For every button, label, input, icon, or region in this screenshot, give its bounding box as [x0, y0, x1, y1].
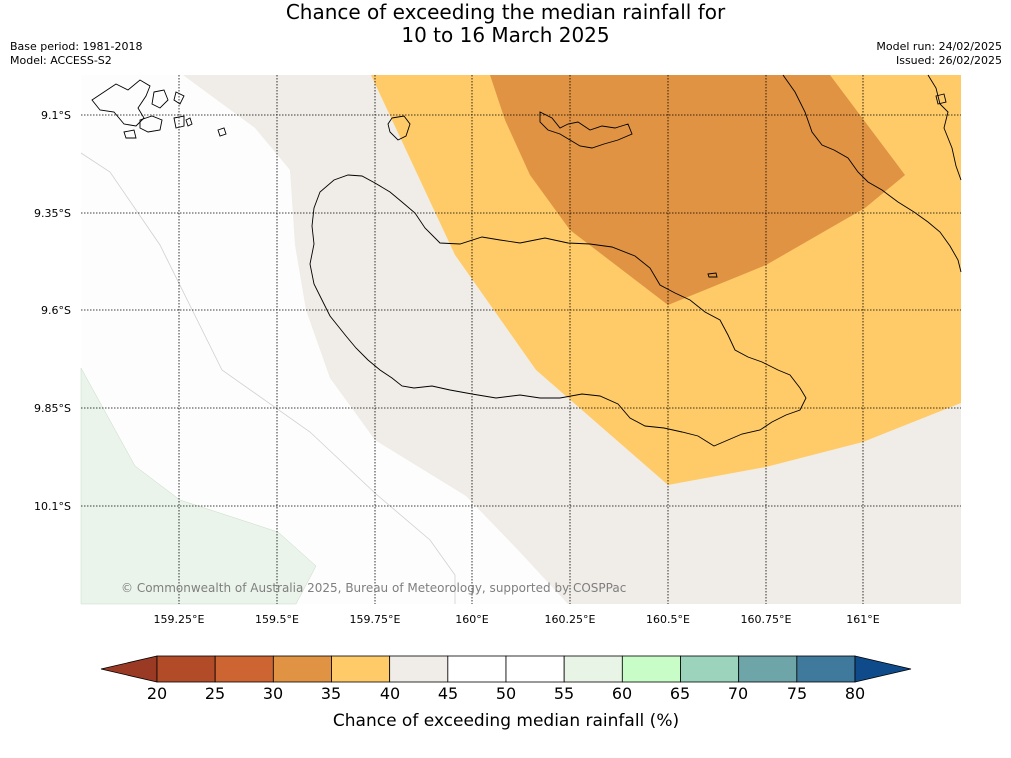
lat-label: 9.6°S: [41, 304, 71, 317]
colorbar: [100, 655, 912, 683]
coastlines: [91, 74, 962, 447]
lon-label: 160.75°E: [741, 613, 792, 626]
meta-right: Model run: 24/02/2025 Issued: 26/02/2025: [876, 40, 1002, 68]
longitude-labels: 159.25°E 159.5°E 159.75°E 160°E 160.25°E…: [154, 613, 880, 626]
small-islet-2: [707, 272, 718, 278]
title-line-1: Chance of exceeding the median rainfall …: [285, 0, 726, 24]
colorbar-tick: 80: [845, 684, 865, 703]
base-period: Base period: 1981-2018: [10, 40, 143, 53]
colorbar-tick: 75: [787, 684, 807, 703]
meta-left: Base period: 1981-2018 Model: ACCESS-S2: [10, 40, 142, 68]
colorbar-segment: [447, 655, 507, 683]
colorbar-extend-low: [100, 655, 158, 683]
guadalcanal-coast: [309, 174, 807, 447]
top-left-islet-4: [139, 115, 163, 133]
top-left-islet-7: [123, 129, 137, 139]
lon-label: 159.5°E: [255, 613, 299, 626]
band-30-35: [490, 75, 905, 305]
colorbar-tick: 60: [612, 684, 632, 703]
colorbar-segment: [272, 655, 332, 683]
nggela-coast: [539, 111, 633, 149]
lon-label: 160°E: [455, 613, 488, 626]
lon-label: 159.75°E: [350, 613, 401, 626]
lon-label: 160.5°E: [646, 613, 690, 626]
model-run: Model run: 24/02/2025: [876, 40, 1002, 53]
top-left-islet-1: [151, 89, 169, 109]
colorbar-extend-high: [854, 655, 912, 683]
malaita-coast: [782, 74, 962, 273]
colorbar-tick: 50: [496, 684, 516, 703]
colorbar-segment: [563, 655, 623, 683]
colorbar-segment: [214, 655, 274, 683]
colorbar-tick: 40: [380, 684, 400, 703]
lat-label: 9.1°S: [41, 109, 71, 122]
colorbar-segment: [331, 655, 391, 683]
lat-label: 9.85°S: [34, 402, 71, 415]
colorbar-segment: [389, 655, 449, 683]
band-40-45: [183, 75, 961, 604]
title-line-2: 10 to 16 March 2025: [401, 23, 610, 47]
colorbar-tick: 25: [205, 684, 225, 703]
chart-title: Chance of exceeding the median rainfall …: [0, 1, 1011, 47]
colorbar-ticks: 20 25 30 35 40 45 50 55 60 65 70 75 80: [147, 684, 865, 703]
colorbar-segment: [621, 655, 681, 683]
colorbar-tick: 30: [263, 684, 283, 703]
top-left-islands: [91, 79, 151, 127]
colorbar-tick: 70: [728, 684, 748, 703]
colorbar-tick: 35: [321, 684, 341, 703]
band-55-60: [80, 367, 317, 605]
colorbar-segment: [738, 655, 798, 683]
lat-label: 10.1°S: [34, 500, 71, 513]
colorbar-segment: [156, 655, 216, 683]
latitude-labels: 9.1°S 9.35°S 9.6°S 9.85°S 10.1°S: [34, 109, 71, 513]
gridlines: [81, 75, 961, 604]
faint-contour: [80, 152, 456, 604]
model-name: Model: ACCESS-S2: [10, 54, 112, 67]
top-left-islet-3: [173, 115, 185, 129]
top-left-islet-5: [217, 127, 227, 137]
colorbar-label: Chance of exceeding median rainfall (%): [333, 711, 679, 731]
colorbar-tick: 45: [438, 684, 458, 703]
colorbar-tick: 65: [670, 684, 690, 703]
lat-label: 9.35°S: [34, 207, 71, 220]
small-islet-1: [387, 115, 411, 141]
malaita-east-coast: [927, 74, 962, 181]
copyright-notice: © Commonwealth of Australia 2025, Bureau…: [121, 581, 626, 595]
colorbar-segment: [680, 655, 740, 683]
top-left-islet-6: [185, 117, 193, 127]
colorbar-tick: 55: [554, 684, 574, 703]
lon-label: 159.25°E: [154, 613, 205, 626]
lon-label: 160.25°E: [545, 613, 596, 626]
right-islet: [935, 93, 947, 105]
colorbar-segment: [505, 655, 565, 683]
lon-label: 161°E: [846, 613, 879, 626]
top-left-islet-2: [173, 91, 185, 105]
colorbar-tick: 20: [147, 684, 167, 703]
issued-date: Issued: 26/02/2025: [895, 54, 1002, 67]
colorbar-segment: [796, 655, 856, 683]
